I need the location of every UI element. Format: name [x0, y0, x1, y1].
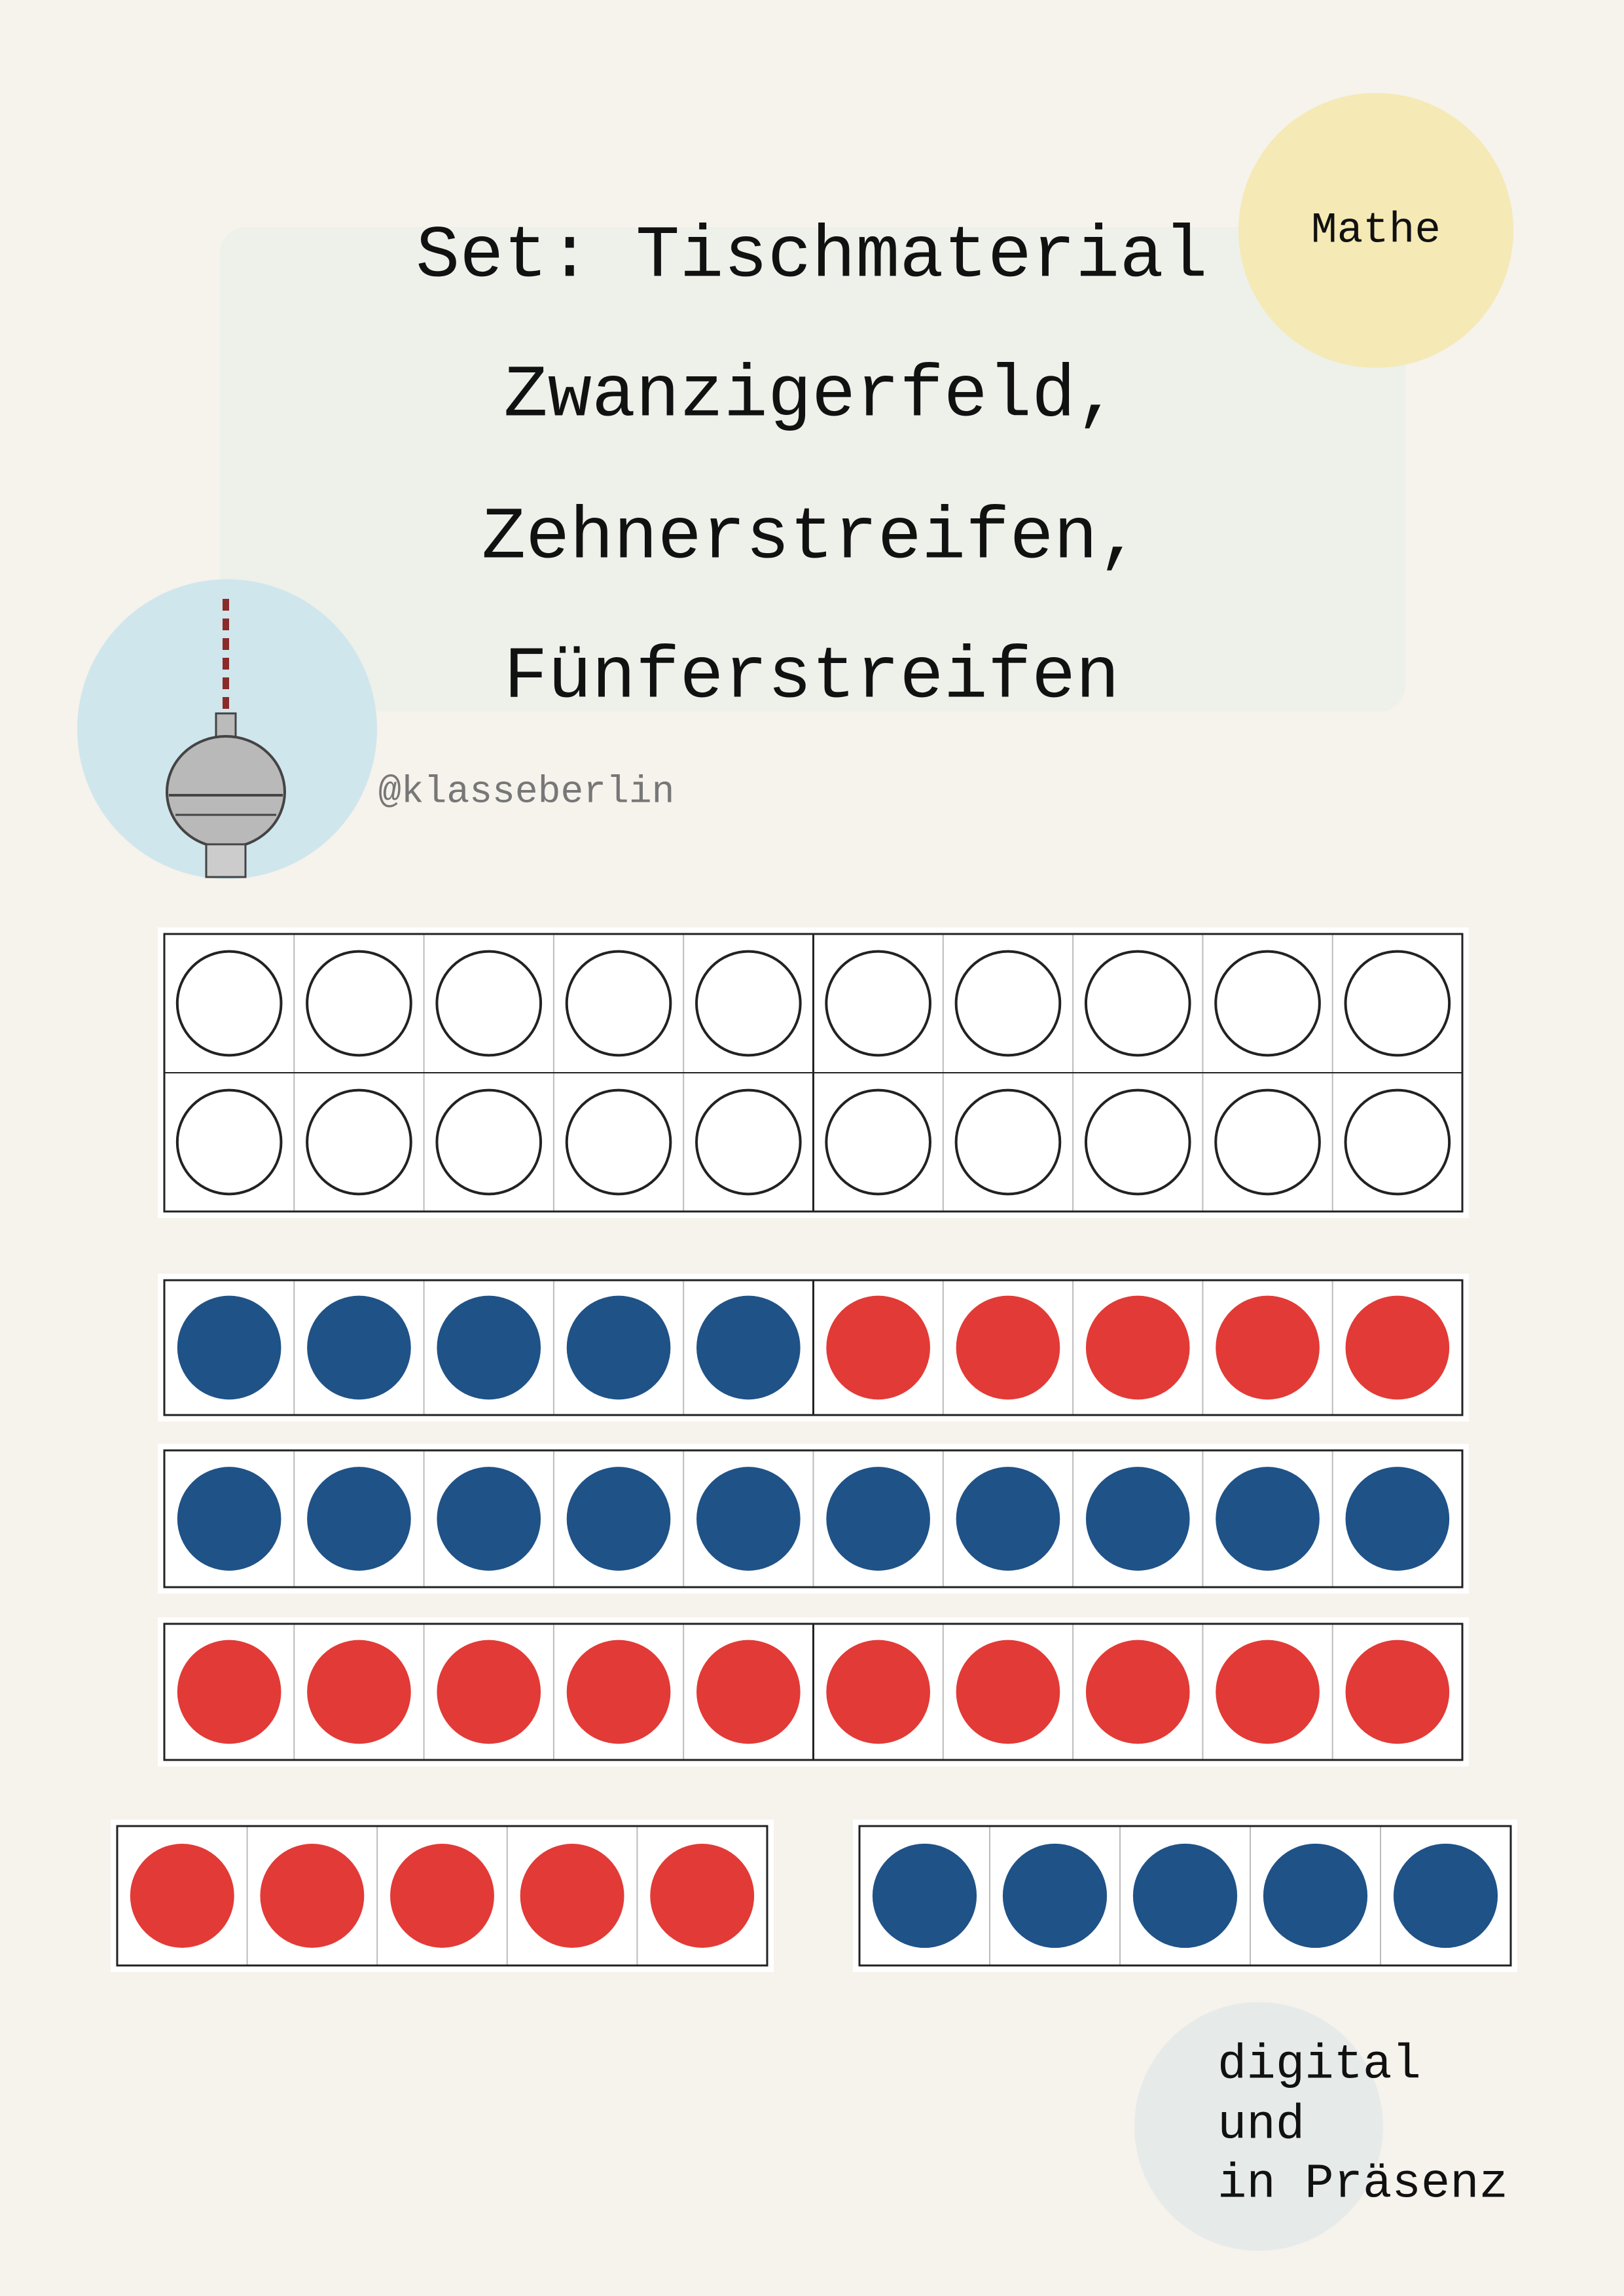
counter [520, 1844, 624, 1948]
counter [695, 1088, 802, 1196]
counter [1084, 950, 1191, 1057]
counter [956, 1467, 1060, 1571]
strip-border [163, 933, 1464, 1213]
tower-shaft [205, 843, 247, 878]
counter [130, 1844, 234, 1948]
logo [77, 579, 377, 879]
counter [1214, 950, 1321, 1057]
counter [565, 950, 672, 1057]
counter [390, 1844, 494, 1948]
counter [1002, 1843, 1108, 1948]
counter [1393, 1843, 1498, 1948]
material [111, 927, 1517, 1972]
counter [175, 950, 283, 1057]
counter [437, 1640, 541, 1744]
footer-line: und [1218, 2098, 1305, 2153]
footer-line: in Präsenz [1218, 2157, 1508, 2212]
counter [696, 1295, 801, 1400]
counter [177, 1467, 281, 1571]
counter [307, 1295, 411, 1400]
subject-badge [1238, 93, 1513, 368]
counter [437, 1467, 541, 1571]
handle: @klasseberlin [378, 771, 674, 814]
counter [565, 1088, 672, 1196]
counter [1344, 950, 1451, 1057]
title-line: Zehnerstreifen, [482, 497, 1142, 580]
counter [825, 950, 931, 1057]
tower-sphere [166, 735, 286, 849]
counter [826, 1295, 930, 1400]
counter [260, 1844, 365, 1948]
counter [175, 1088, 283, 1196]
counter [1344, 1088, 1451, 1196]
counter [696, 1467, 801, 1571]
counter [872, 1843, 977, 1948]
strip-border [858, 1825, 1512, 1967]
counter [435, 1088, 543, 1196]
counter [566, 1295, 671, 1400]
counter [1132, 1843, 1238, 1948]
strip-border [163, 1279, 1464, 1416]
counter [1216, 1640, 1320, 1744]
counter [566, 1640, 671, 1744]
title: Set: Tischmaterial Zwanzigerfeld, Zehner… [416, 215, 1208, 719]
strip-border [163, 1449, 1464, 1588]
title-line: Zwanzigerfeld, [504, 355, 1120, 438]
footer-badge [1134, 2002, 1383, 2251]
counter [825, 1088, 931, 1196]
counter [826, 1640, 930, 1744]
counter [566, 1467, 671, 1571]
counter [435, 950, 543, 1057]
counter [1214, 1088, 1321, 1196]
counter [177, 1295, 281, 1400]
title-line: Fünferstreifen [504, 636, 1120, 719]
title-line: Set: Tischmaterial [416, 215, 1208, 298]
footer: digital und in Präsenz [1218, 2038, 1508, 2212]
counter [437, 1295, 541, 1400]
strip-border [163, 1623, 1464, 1761]
counter [954, 950, 1062, 1057]
counter [650, 1844, 755, 1948]
counter [826, 1467, 930, 1571]
counter [696, 1640, 801, 1744]
footer-line: digital [1218, 2038, 1421, 2093]
strip-border [116, 1825, 768, 1967]
counter [1084, 1088, 1191, 1196]
counter [1345, 1467, 1450, 1571]
counter [1085, 1467, 1190, 1571]
counter [1216, 1295, 1320, 1400]
counter [956, 1640, 1060, 1744]
title-panel [220, 227, 1405, 711]
counter [306, 1088, 412, 1196]
counter [307, 1467, 411, 1571]
counter [954, 1088, 1062, 1196]
counter [177, 1640, 281, 1744]
counter [1345, 1295, 1450, 1400]
counter [1263, 1843, 1368, 1948]
counter [1085, 1295, 1190, 1400]
counter [695, 950, 802, 1057]
counter [307, 1640, 411, 1744]
counter [1345, 1640, 1450, 1744]
counter [956, 1295, 1060, 1400]
counter [306, 950, 412, 1057]
counter [1085, 1640, 1190, 1744]
counter [1216, 1467, 1320, 1571]
subject: Mathe [1311, 206, 1441, 255]
